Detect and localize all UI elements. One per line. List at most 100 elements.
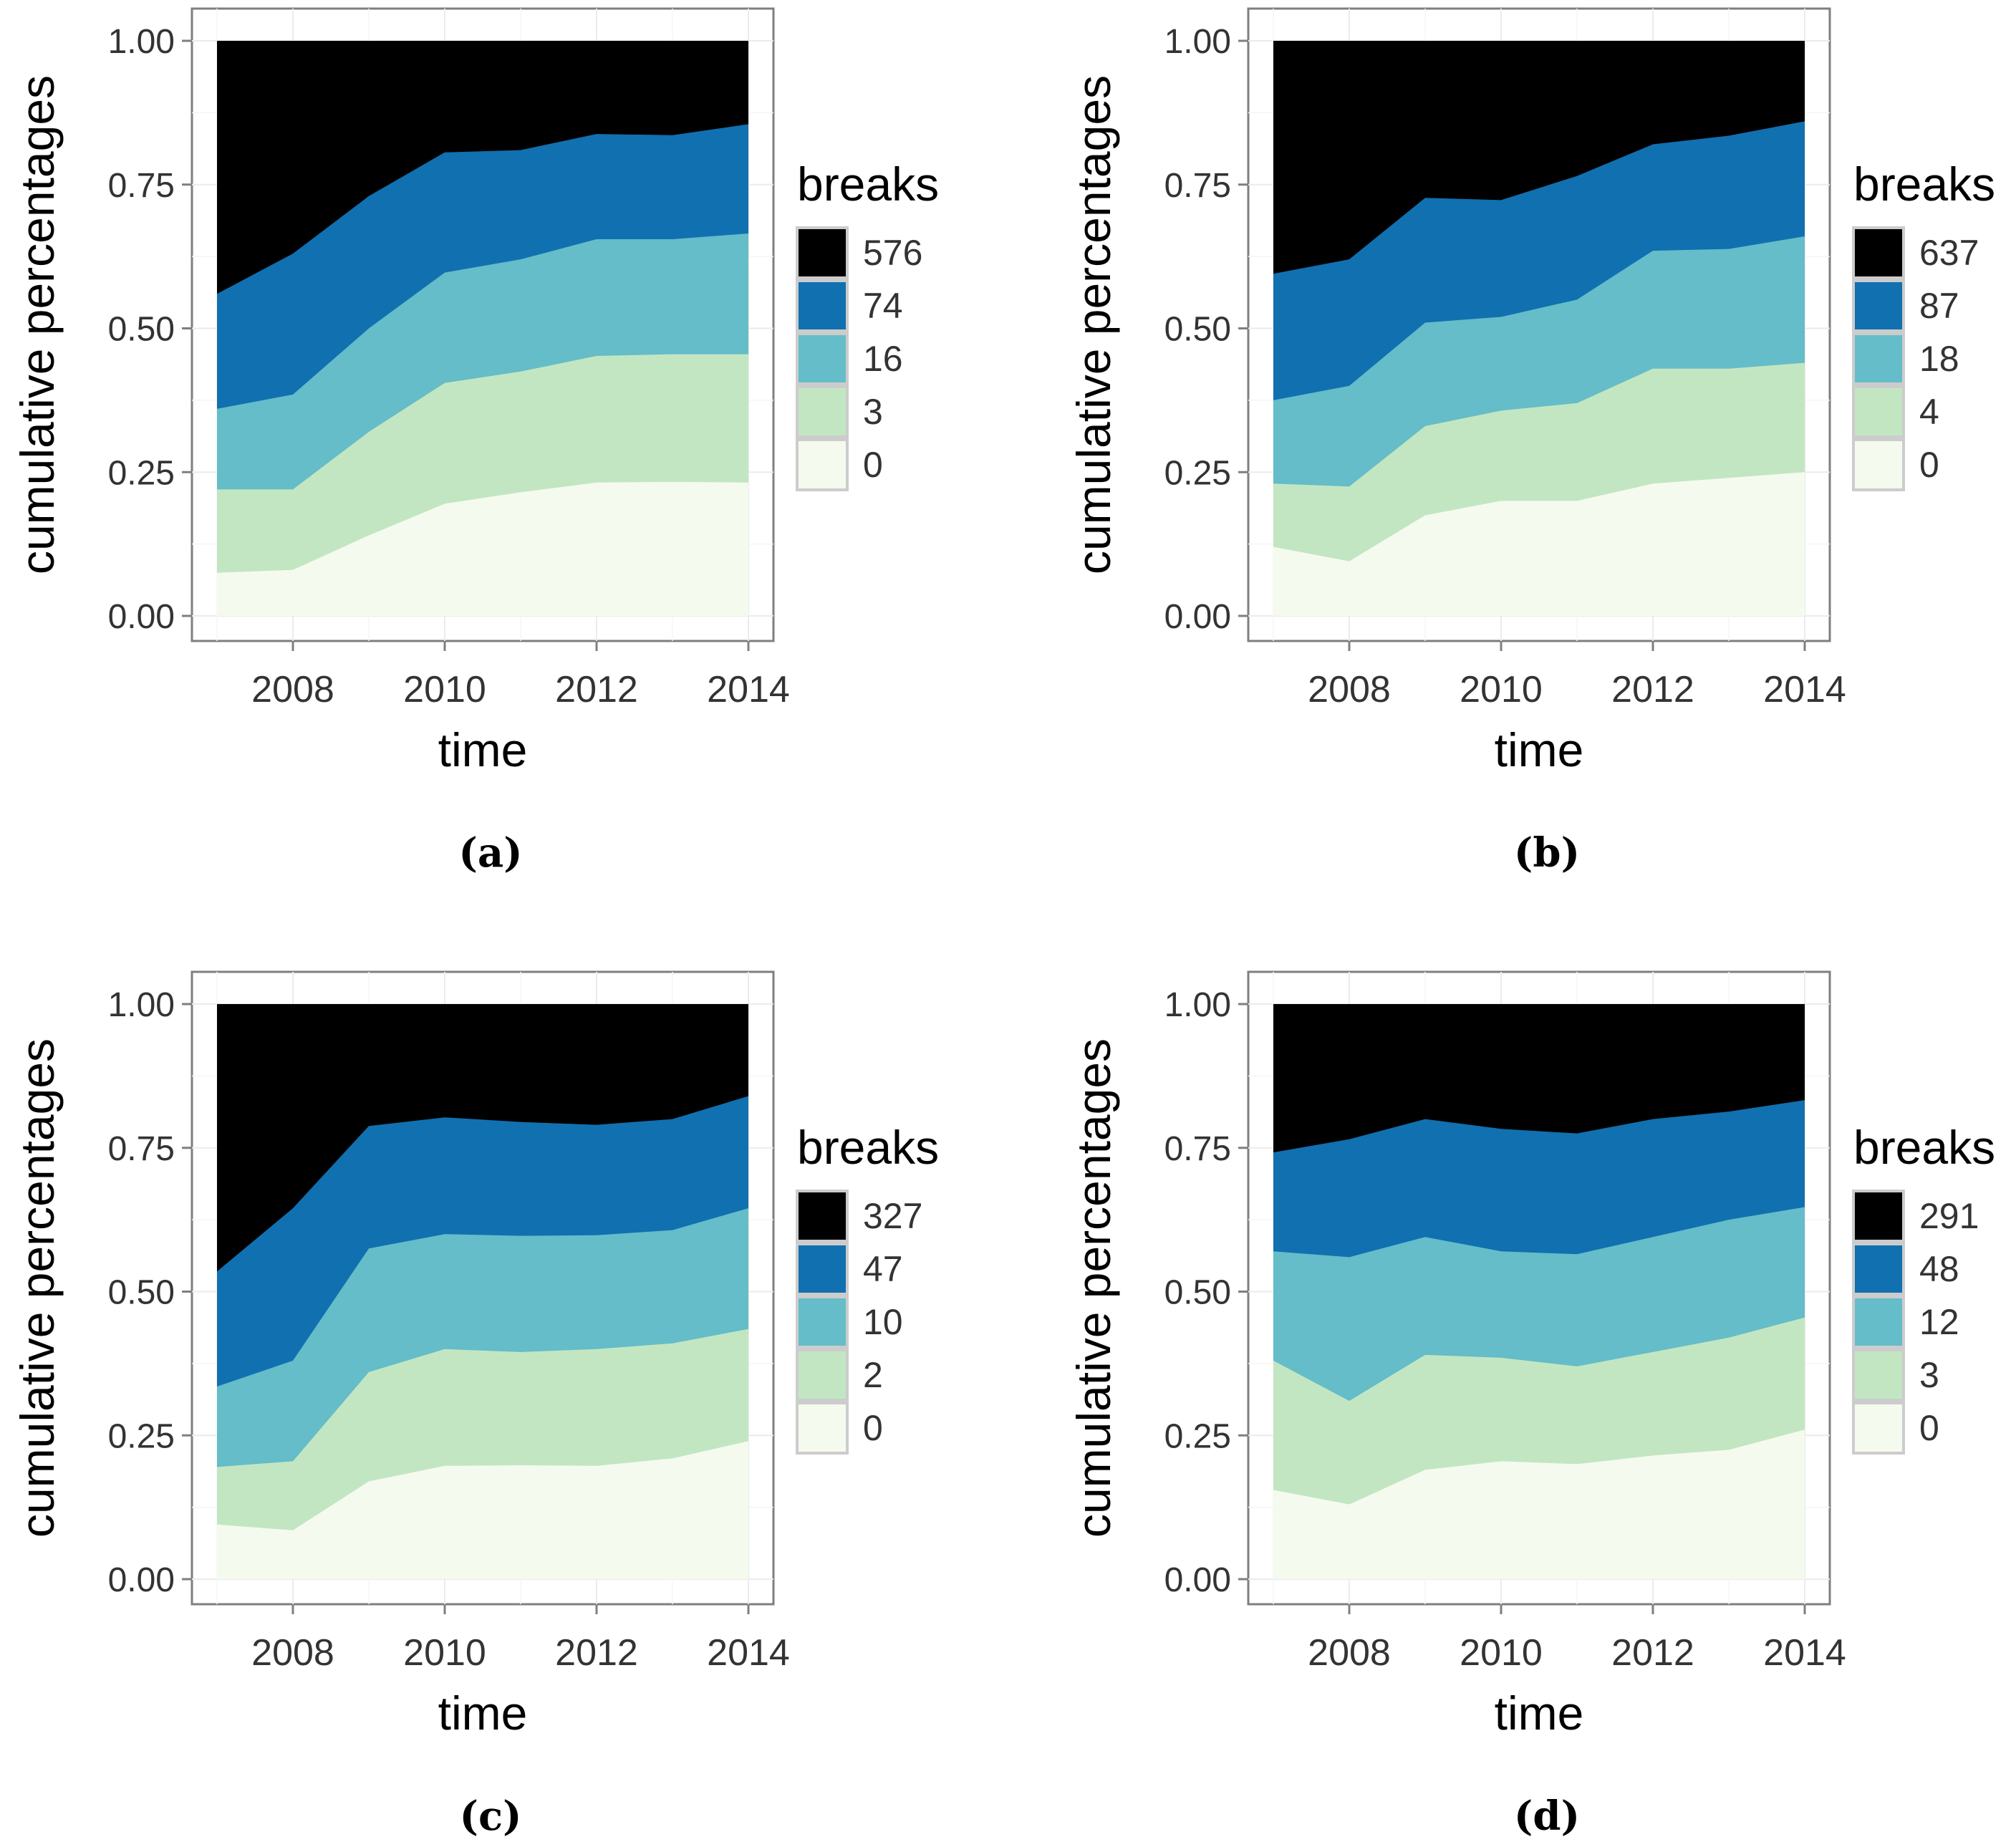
legend-label: 87 [1919, 286, 1959, 326]
y-tick-label: 0.25 [1164, 454, 1231, 492]
y-tick-label: 0.50 [1164, 1274, 1231, 1312]
legend-label: 74 [863, 286, 903, 326]
y-tick-label: 1.00 [108, 23, 175, 61]
legend-title: breaks [797, 158, 939, 211]
legend-label: 3 [1919, 1355, 1939, 1395]
legend-swatch-48 [1852, 1243, 1905, 1296]
y-tick-label: 0.00 [108, 598, 175, 636]
x-tick-label: 2010 [1460, 669, 1543, 710]
legend-label: 18 [1919, 339, 1959, 379]
x-tick-label: 2010 [1460, 1632, 1543, 1674]
x-axis-title: time [1495, 723, 1584, 776]
x-tick-label: 2012 [1611, 669, 1694, 710]
panel-caption: (a) [458, 829, 522, 877]
legend-label: 3 [863, 392, 883, 432]
legend-swatch-0 [796, 438, 849, 491]
legend-label: 0 [863, 445, 883, 485]
legend-swatch-47 [796, 1243, 849, 1296]
legend-label: 4 [1919, 392, 1939, 432]
legend-label: 16 [863, 339, 903, 379]
y-tick-label: 0.00 [1164, 1561, 1231, 1599]
y-tick-label: 0.75 [1164, 167, 1231, 205]
legend-swatch-16 [796, 332, 849, 385]
x-tick-label: 2008 [251, 669, 334, 710]
legend-swatch-291 [1852, 1190, 1905, 1243]
x-tick-label: 2014 [707, 669, 790, 710]
x-tick-label: 2014 [707, 1632, 790, 1674]
y-tick-label: 0.00 [1164, 598, 1231, 636]
legend-swatch-12 [1852, 1296, 1905, 1349]
legend-label: 327 [863, 1196, 922, 1236]
legend-swatch-4 [1852, 385, 1905, 438]
y-tick-label: 0.25 [1164, 1417, 1231, 1455]
legend-swatch-74 [796, 279, 849, 332]
x-tick-label: 2008 [1308, 1632, 1391, 1674]
chart-panel: 0.00 0.25 0.50 0.75 1.00 2008 2010 2012 2014 time… [1067, 970, 1995, 1840]
x-tick-label: 2008 [1308, 669, 1391, 710]
legend-swatch-327 [796, 1190, 849, 1243]
y-tick-label: 0.50 [1164, 311, 1231, 349]
x-tick-label: 2010 [403, 669, 486, 710]
legend-swatch-637 [1852, 226, 1905, 279]
legend-title: breaks [1853, 1121, 1995, 1174]
legend-label: 0 [863, 1408, 883, 1448]
y-tick-label: 0.75 [108, 1130, 175, 1168]
y-axis-title: cumulative percentages [11, 75, 64, 574]
y-tick-label: 1.00 [1164, 23, 1231, 61]
legend-label: 10 [863, 1302, 903, 1342]
panel-caption: (d) [1514, 1793, 1580, 1840]
x-axis-title: time [438, 723, 528, 776]
legend-label: 0 [1919, 445, 1939, 485]
legend-label: 2 [863, 1355, 883, 1395]
chart-panel: 0.00 0.25 0.50 0.75 1.00 2008 2010 2012 2014 time… [1067, 7, 1995, 877]
chart-panel: 0.00 0.25 0.50 0.75 1.00 2008 2010 2012 2014 time… [11, 7, 939, 877]
panel-caption: (b) [1514, 829, 1580, 877]
y-tick-label: 0.50 [108, 311, 175, 349]
area-series-0 [1273, 472, 1805, 616]
legend-label: 637 [1919, 233, 1979, 273]
y-tick-label: 0.75 [108, 167, 175, 205]
y-axis-title: cumulative percentages [1067, 1038, 1120, 1538]
legend-label: 48 [1919, 1249, 1959, 1289]
y-tick-label: 1.00 [1164, 986, 1231, 1024]
legend-label: 12 [1919, 1302, 1959, 1342]
area-series-0 [217, 481, 748, 616]
panel-caption: (c) [459, 1793, 521, 1840]
legend-swatch-0 [1852, 1402, 1905, 1455]
area-series-0 [217, 1441, 748, 1579]
area-series-0 [1273, 1429, 1805, 1579]
legend-swatch-3 [796, 385, 849, 438]
y-tick-label: 0.00 [108, 1561, 175, 1599]
x-axis-title: time [438, 1687, 528, 1740]
x-axis-title: time [1495, 1687, 1584, 1740]
legend-title: breaks [1853, 158, 1995, 211]
legend-swatch-2 [796, 1349, 849, 1402]
y-axis-title: cumulative percentages [1067, 75, 1120, 574]
legend-swatch-18 [1852, 332, 1905, 385]
y-tick-label: 0.25 [108, 1417, 175, 1455]
legend-swatch-10 [796, 1296, 849, 1349]
x-tick-label: 2010 [403, 1632, 486, 1674]
legend-swatch-0 [1852, 438, 1905, 491]
legend-label: 576 [863, 233, 922, 273]
legend-swatch-0 [796, 1402, 849, 1455]
legend-swatch-3 [1852, 1349, 1905, 1402]
y-tick-label: 0.75 [1164, 1130, 1231, 1168]
y-tick-label: 0.50 [108, 1274, 175, 1312]
y-tick-label: 1.00 [108, 986, 175, 1024]
y-tick-label: 0.25 [108, 454, 175, 492]
x-tick-label: 2012 [555, 1632, 638, 1674]
x-tick-label: 2012 [1611, 1632, 1694, 1674]
legend-label: 291 [1919, 1196, 1979, 1236]
y-axis-title: cumulative percentages [11, 1038, 64, 1538]
x-tick-label: 2014 [1763, 669, 1846, 710]
legend-swatch-87 [1852, 279, 1905, 332]
legend-label: 0 [1919, 1408, 1939, 1448]
legend-title: breaks [797, 1121, 939, 1174]
x-tick-label: 2014 [1763, 1632, 1846, 1674]
legend-swatch-576 [796, 226, 849, 279]
x-tick-label: 2012 [555, 669, 638, 710]
x-tick-label: 2008 [251, 1632, 334, 1674]
